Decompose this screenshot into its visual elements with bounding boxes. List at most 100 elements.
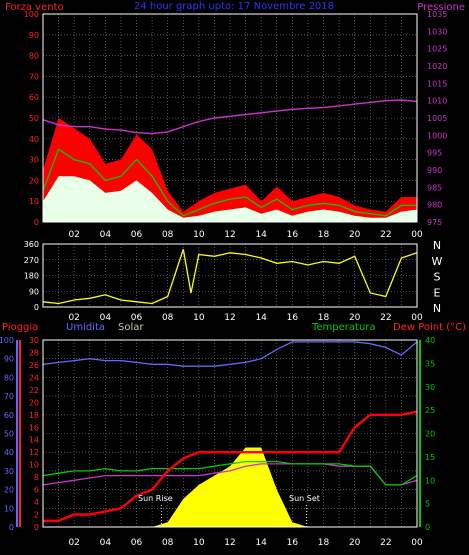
compass-label: S (434, 271, 441, 284)
x-tick-label: 22 (380, 538, 391, 548)
x-tick-label: 00 (411, 230, 423, 240)
pressure-tick-label: 1025 (427, 45, 447, 54)
humidity-tick-label: 70 (4, 392, 14, 401)
x-tick-label: 12 (224, 313, 235, 323)
rain-tick-label: 24 (29, 373, 39, 382)
x-tick-label: 20 (349, 538, 361, 548)
temperature-tick-label: 5 (425, 500, 430, 509)
rain-humidity-temperature-panel: 0102030405060708090100024681012141618202… (0, 336, 435, 548)
plot-frame (42, 339, 418, 528)
x-tick-label: 18 (318, 230, 330, 240)
x-tick-label: 22 (380, 230, 391, 240)
x-tick-label: 04 (100, 538, 112, 548)
compass-label: N (433, 302, 441, 315)
plot-frame (42, 243, 418, 308)
compass-label: W (432, 255, 443, 268)
wind-gust-line (42, 148, 417, 217)
x-tick-label: 16 (287, 230, 299, 240)
rain-tick-label: 28 (29, 348, 39, 357)
x-tick-label: 04 (100, 313, 112, 323)
x-tick-label: 04 (100, 230, 112, 240)
direction-tick-label: 270 (24, 256, 39, 265)
rain-tick-label: 22 (29, 386, 39, 395)
temperature-tick-label: 30 (425, 383, 435, 392)
pressure-tick-label: 985 (427, 183, 442, 192)
x-tick-label: 18 (318, 313, 330, 323)
temperature-tick-label: 25 (425, 406, 435, 415)
pressure-tick-label: 990 (427, 166, 442, 175)
temperature-tick-label: 40 (425, 336, 435, 345)
x-tick-label: 08 (162, 313, 174, 323)
pressure-tick-label: 1000 (427, 131, 447, 140)
pressure-tick-label: 1005 (427, 114, 447, 123)
pressure-tick-label: 1035 (427, 10, 447, 19)
rain-tick-label: 14 (29, 436, 39, 445)
humidity-tick-label: 60 (4, 411, 14, 420)
rain-tick-label: 2 (34, 511, 39, 520)
x-tick-label: 20 (349, 230, 361, 240)
x-tick-label: 02 (68, 230, 79, 240)
x-tick-label: 12 (224, 230, 235, 240)
pressure-line (42, 99, 418, 135)
humidity-line (42, 341, 418, 367)
x-tick-label: 02 (68, 538, 79, 548)
x-tick-label: 18 (318, 538, 330, 548)
pressure-tick-label: 1015 (427, 79, 447, 88)
x-tick-label: 10 (193, 230, 205, 240)
temperature-line (42, 460, 418, 486)
wind-tick-label: 80 (29, 52, 39, 61)
sunrise-annotation: Sun Rise (138, 494, 173, 503)
chart-title: 24 hour graph upto: 17 Novembre 2018 (134, 1, 334, 12)
x-tick-label: 14 (255, 538, 267, 548)
pressure-axis-title: Pressione (417, 2, 465, 13)
pressure-tick-label: 980 (427, 201, 442, 210)
x-tick-label: 08 (162, 538, 174, 548)
temperature-axis-title: Temperatura (311, 322, 376, 333)
rain-tick-label: 8 (34, 473, 39, 482)
x-tick-label: 06 (131, 230, 143, 240)
rain-tick-label: 16 (29, 423, 39, 432)
temperature-tick-label: 10 (425, 476, 435, 485)
x-tick-label: 20 (349, 313, 361, 323)
wind-tick-label: 30 (29, 156, 39, 165)
rain-line (43, 410, 418, 522)
pressure-tick-label: 975 (427, 218, 442, 227)
wind-tick-label: 10 (29, 197, 39, 206)
temperature-tick-label: 0 (425, 523, 430, 532)
sunset-annotation: Sun Set (289, 494, 320, 503)
x-tick-label: 12 (224, 538, 235, 548)
x-tick-label: 16 (287, 313, 299, 323)
wind-pressure-panel: 0102030405060708090100975980985990995100… (24, 10, 448, 240)
humidity-tick-label: 100 (0, 336, 14, 345)
temperature-tick-label: 15 (425, 453, 435, 462)
wind-avg-area (43, 176, 417, 222)
rain-tick-label: 4 (34, 498, 39, 507)
wind-tick-label: 40 (29, 135, 39, 144)
pressure-tick-label: 1010 (427, 97, 447, 106)
humidity-tick-label: 20 (4, 486, 14, 495)
direction-tick-label: 360 (24, 240, 39, 249)
x-tick-label: 14 (255, 313, 267, 323)
wind-direction-line (42, 249, 418, 305)
humidity-tick-label: 10 (4, 504, 14, 513)
wind-tick-label: 90 (29, 31, 39, 40)
rain-tick-label: 26 (29, 361, 39, 370)
rain-tick-label: 0 (34, 523, 39, 532)
solar-area (43, 447, 417, 527)
wind-tick-label: 100 (24, 10, 39, 19)
x-tick-label: 16 (287, 538, 299, 548)
humidity-axis-title: Umidita (66, 322, 105, 333)
rain-tick-label: 18 (29, 411, 39, 420)
x-tick-label: 14 (255, 230, 267, 240)
x-tick-label: 00 (411, 538, 423, 548)
rain-tick-label: 30 (29, 336, 39, 345)
direction-tick-label: 180 (24, 272, 39, 281)
rain-tick-label: 12 (29, 448, 39, 457)
humidity-tick-label: 90 (4, 355, 14, 364)
rain-axis-title: Pioggia (2, 322, 38, 333)
direction-tick-label: 90 (29, 287, 39, 296)
compass-label: N (433, 239, 441, 252)
direction-tick-label: 0 (34, 303, 39, 312)
wind-tick-label: 50 (29, 114, 39, 123)
